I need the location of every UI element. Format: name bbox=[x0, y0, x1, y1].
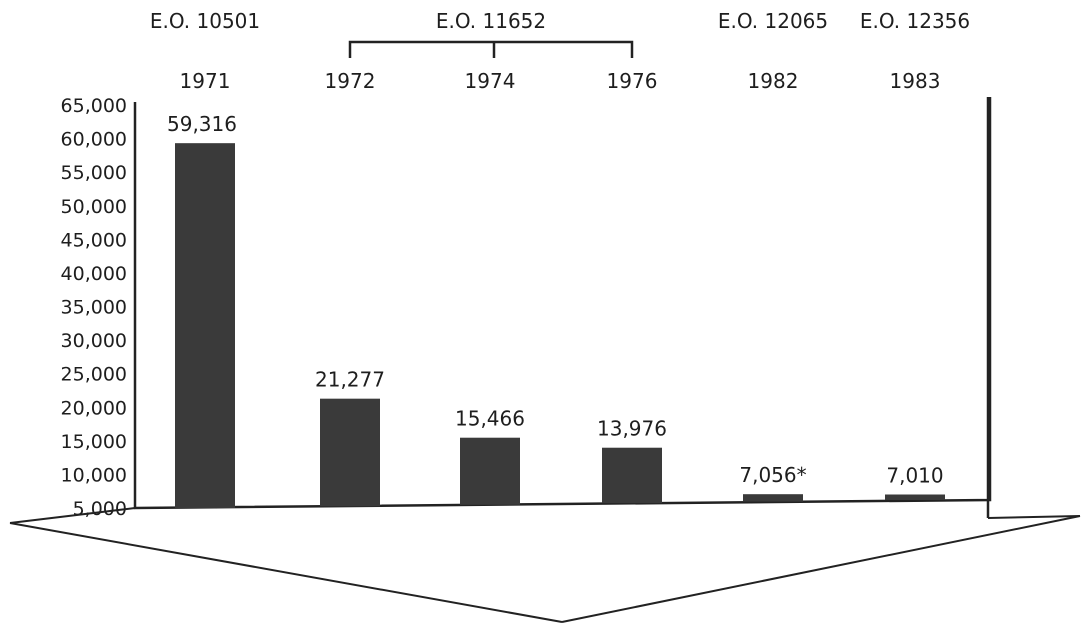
year-label: 1972 bbox=[325, 69, 376, 93]
executive-order-label: E.O. 12356 bbox=[860, 9, 970, 33]
bar-value-label: 7,056* bbox=[739, 463, 806, 487]
year-label: 1971 bbox=[180, 69, 231, 93]
year-label: 1983 bbox=[890, 69, 941, 93]
year-labels: 1971 1972 1974 1976 1982 1983 bbox=[180, 69, 941, 93]
plot-frame bbox=[9, 97, 1081, 623]
y-tick-label: 40,000 bbox=[61, 263, 127, 285]
plot-frame-outline bbox=[133, 97, 992, 510]
funnel-top-right bbox=[987, 515, 1081, 519]
executive-order-bracket bbox=[348, 40, 634, 58]
y-tick-label: 25,000 bbox=[61, 364, 127, 386]
bar-value-label: 7,010 bbox=[886, 463, 943, 487]
bar-value-label: 13,976 bbox=[597, 417, 667, 441]
y-tick-label: 45,000 bbox=[61, 229, 127, 251]
bar-1974 bbox=[460, 437, 520, 505]
value-labels: 59,316 21,277 15,466 13,976 7,056* 7,010 bbox=[167, 112, 944, 487]
y-tick-label: 30,000 bbox=[61, 330, 127, 352]
bar-1983 bbox=[885, 494, 945, 500]
year-label: 1982 bbox=[748, 69, 799, 93]
year-label: 1974 bbox=[465, 69, 516, 93]
funnel-left-edge bbox=[9, 522, 563, 623]
executive-order-label: E.O. 12065 bbox=[718, 9, 828, 33]
executive-order-label: E.O. 11652 bbox=[436, 9, 546, 33]
y-tick-label: 65,000 bbox=[61, 95, 127, 117]
y-tick-label: 20,000 bbox=[61, 397, 127, 419]
executive-order-label: E.O. 10501 bbox=[150, 9, 260, 33]
y-axis: 5,00010,00015,00020,00025,00030,00035,00… bbox=[61, 95, 127, 520]
year-label: 1976 bbox=[607, 69, 658, 93]
bar-1972 bbox=[320, 398, 380, 507]
bar-1971 bbox=[175, 143, 235, 508]
bars bbox=[175, 143, 945, 508]
bar-1982 bbox=[743, 494, 803, 502]
y-tick-label: 50,000 bbox=[61, 196, 127, 218]
y-tick-label: 35,000 bbox=[61, 297, 127, 319]
y-tick-label: 55,000 bbox=[61, 162, 127, 184]
funnel-right-edge bbox=[561, 515, 1081, 623]
y-tick-label: 60,000 bbox=[61, 129, 127, 151]
y-tick-label: 15,000 bbox=[61, 431, 127, 453]
bar-value-label: 59,316 bbox=[167, 112, 237, 136]
bar-value-label: 15,466 bbox=[455, 407, 525, 431]
bar-value-label: 21,277 bbox=[315, 368, 385, 392]
funnel-top-left bbox=[9, 507, 136, 524]
bar-1976 bbox=[602, 447, 662, 504]
y-tick-label: 10,000 bbox=[61, 464, 127, 486]
executive-order-header: E.O. 10501 E.O. 11652 E.O. 12065 E.O. 12356 bbox=[150, 9, 970, 58]
